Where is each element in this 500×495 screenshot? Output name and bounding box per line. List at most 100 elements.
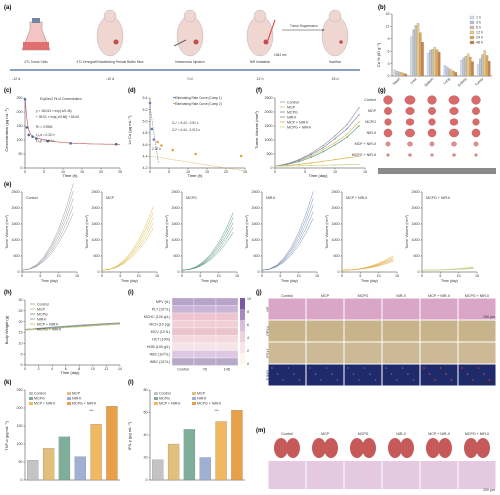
- panel-e-ytick-label: 2500: [12, 190, 20, 194]
- panel-e-ytick-label: 500: [174, 254, 180, 258]
- fit-curve: [24, 97, 120, 145]
- panel-e: (e) 0 5 10 1505001000150020002500ControlTim…: [4, 182, 479, 283]
- panel-e-xlabel: Time (day): [441, 279, 458, 283]
- histology-image: [458, 364, 496, 386]
- series-line: [274, 155, 360, 167]
- bar: [183, 429, 196, 481]
- lung-col-label: NIR-II: [396, 432, 405, 436]
- panel-f-xtick-label: 5: [304, 170, 306, 174]
- data-point: [334, 144, 336, 146]
- tumor-photo: [428, 107, 436, 115]
- panel-h-ylabel: Body Weight (g): [4, 315, 9, 344]
- panel-g-label: (g): [378, 88, 386, 94]
- fluorescence-dot: [407, 373, 409, 375]
- panel-h-ytick-label: 10: [19, 342, 23, 346]
- chart-d: 0 5 10 15 20 25 4.2 4.4 4.6 4.8 5.0 5.2 5.4: [143, 96, 248, 174]
- panel-d-ytick-label: 4.6: [143, 143, 148, 147]
- tumor-photo: [429, 141, 435, 147]
- panel-l-label: (l): [128, 380, 134, 386]
- bar: [404, 73, 408, 77]
- data-point: [310, 156, 312, 159]
- fluorescence-dot: [363, 367, 366, 369]
- bar: [488, 61, 491, 77]
- mouse-icon: [96, 9, 124, 57]
- panel-h-xtick-label: 14: [118, 367, 122, 371]
- tumor-photo: [472, 118, 480, 126]
- heatmap-cell: [193, 335, 217, 344]
- fluorescence-dot: [401, 367, 404, 369]
- bar: [167, 443, 180, 481]
- bar: [412, 29, 415, 77]
- heatmap-cell: [193, 297, 217, 306]
- histology-image: [306, 320, 344, 342]
- histology-image: [306, 298, 344, 320]
- tumor-photo: [427, 128, 437, 138]
- heatmap-row-label: HCT (10%): [152, 338, 170, 342]
- fluorescence-dot: [423, 367, 425, 369]
- panel-d-xtick-label: 5: [168, 170, 170, 174]
- tumor-photo: [449, 128, 459, 138]
- tumor-photo: [383, 128, 393, 138]
- row-label: Control: [364, 98, 376, 102]
- colorbar-label: 6: [247, 323, 249, 327]
- fluorescence-dot: [347, 367, 349, 369]
- data-point: [358, 125, 360, 127]
- panel-h-ytick-label: 0: [21, 363, 23, 367]
- legend-label: MCPG + NIR-II: [287, 125, 311, 129]
- legend-swatch: [29, 397, 33, 400]
- data-point: [298, 163, 300, 166]
- panel-d-marker: 2.20 h: [152, 147, 161, 151]
- data-point: [194, 152, 197, 156]
- panel-c-xlabel: Time (h): [63, 173, 78, 178]
- panel-d-ytick-label: 5.4: [143, 96, 148, 100]
- bar: [398, 71, 401, 77]
- legend-swatch: [192, 402, 196, 405]
- panel-e-xlabel: Time (day): [201, 279, 218, 283]
- bar: [443, 65, 446, 77]
- data-point: [334, 137, 336, 140]
- heatmap-cell: [193, 320, 217, 329]
- data-point: [46, 139, 50, 143]
- fluorescence-dot: [412, 379, 415, 381]
- bar: [462, 57, 465, 77]
- panel-b-ytick-label: 15: [386, 12, 390, 16]
- bar: [464, 56, 468, 77]
- legend-label: MCPG: [37, 312, 48, 316]
- panel-e-xlabel: Time (day): [281, 279, 298, 283]
- lung-photo: [312, 438, 326, 458]
- bar: [419, 32, 422, 77]
- panel-d-xlabel: Time (h): [188, 173, 203, 178]
- histology-col-label: Control: [281, 294, 293, 298]
- heatmap-cell: [193, 342, 217, 351]
- tumor-photo: [404, 95, 416, 105]
- bar: [215, 421, 227, 481]
- colorbar-label: 0: [247, 362, 249, 366]
- histology-image: [306, 342, 344, 364]
- bar: [429, 50, 432, 77]
- replicate-line: [261, 191, 314, 271]
- legend-swatch: [67, 402, 71, 405]
- data-point: [310, 152, 312, 155]
- panel-a: (a) Tumor Suppres: [4, 5, 360, 81]
- lung-photo: [438, 438, 452, 458]
- bar: [452, 70, 455, 77]
- heatmap-cell: [215, 350, 239, 359]
- heatmap-cell: [171, 357, 195, 366]
- panel-e-ylabel: Tumor Volume (mm³): [85, 215, 89, 249]
- bar: [421, 42, 424, 77]
- histology-image: [268, 342, 306, 364]
- panel-d-legend: Eliminating Rate Curve (Comp 2): [175, 102, 222, 106]
- panel-e-xtick-label: 5: [39, 274, 41, 278]
- chart-l-ytick-label: 60: [144, 411, 148, 415]
- panel-h-label: (h): [4, 290, 12, 296]
- panel-d-xtick-label: 0: [149, 170, 151, 174]
- panel-h: (h) 0 2 4 6 8 10 12 14 0 5 10 15 20 25 30 Body Weight …: [4, 290, 122, 375]
- lung-photo: [426, 438, 440, 458]
- panel-l-ylabel: IFN-γ (pg mL⁻¹): [127, 421, 132, 450]
- tumor-suppression-label: Tumor Suppression: [290, 24, 318, 28]
- legend-label: 3 h: [476, 21, 481, 25]
- panel-d-xtick-label: 25: [243, 170, 247, 174]
- panel-f-ytick-label: 1000: [265, 138, 273, 142]
- data-point: [286, 165, 288, 167]
- bar: [445, 66, 449, 77]
